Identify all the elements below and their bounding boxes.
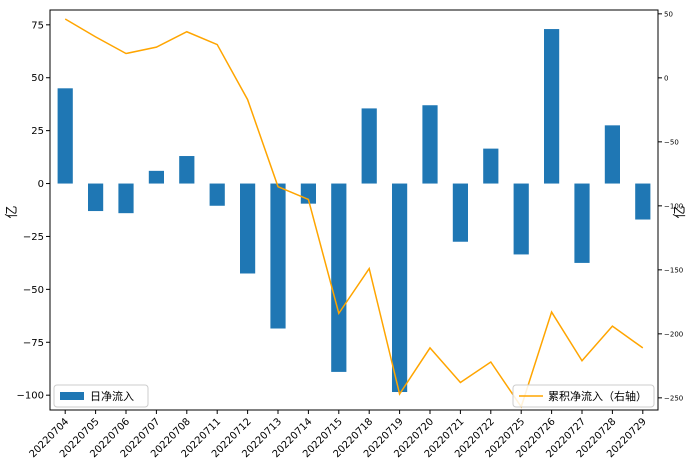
bar-20220706 [118, 183, 134, 214]
cumulative-line [64, 18, 644, 409]
y2-tick-label: 0 [664, 74, 668, 82]
plot-frame [49, 9, 659, 411]
y2-tick-label: −150 [664, 266, 683, 274]
legend-left: 日净流入 [53, 384, 149, 408]
bar-20220705 [88, 183, 104, 212]
bar-20220728 [604, 125, 620, 184]
bar-20220727 [574, 183, 590, 263]
y2-tick-label: −250 [664, 394, 683, 402]
y-tick-label: 50 [31, 73, 44, 84]
bar-20220713 [270, 183, 286, 329]
y2-tick-label: −100 [664, 202, 683, 210]
y-tick-label: −50 [23, 285, 44, 296]
bar-20220715 [331, 183, 347, 372]
x-axis-ticks: 2022070420220705202207062022070720220708… [28, 410, 649, 460]
y2-tick-label: −50 [664, 138, 679, 146]
legend-right-box [512, 384, 655, 408]
bar-20220722 [483, 148, 499, 184]
left-axis-ticks: 75 50 25 0 −25 −50 −75 −100 [17, 20, 50, 402]
y-tick-label: 0 [38, 179, 44, 190]
bar-20220719 [392, 183, 408, 393]
legend-bar-swatch [60, 392, 84, 400]
legend-left-label: 日净流入 [90, 389, 134, 403]
y-tick-label: −100 [17, 391, 44, 402]
bar-20220720 [422, 105, 438, 184]
bar-20220707 [148, 170, 164, 184]
legend-right: 累积净流入（右轴） [512, 384, 655, 408]
bar-20220718 [361, 108, 377, 184]
y-tick-label: 25 [31, 126, 44, 137]
y2-tick-label: 50 [664, 10, 673, 18]
bar-20220711 [209, 183, 225, 206]
y2-axis-label: 亿 [673, 205, 688, 218]
bar-20220712 [240, 183, 256, 274]
bar-20220708 [179, 156, 195, 184]
bar-series [57, 29, 651, 393]
right-axis-ticks: 50 0 −50 −100 −150 −200 −250 [658, 10, 683, 402]
bar-20220726 [544, 29, 560, 184]
legend-left-box [53, 384, 149, 408]
y-tick-label: 75 [31, 20, 44, 31]
bar-20220725 [513, 183, 529, 255]
bar-20220721 [452, 183, 468, 242]
y2-tick-label: −200 [664, 330, 683, 338]
y-tick-label: −25 [23, 232, 44, 243]
y-tick-label: −75 [23, 338, 44, 349]
y-axis-label: 亿 [5, 205, 20, 218]
bar-20220704 [57, 88, 73, 184]
legend-right-label: 累积净流入（右轴） [548, 389, 647, 403]
line-series [64, 18, 644, 409]
bar-20220729 [635, 183, 651, 220]
